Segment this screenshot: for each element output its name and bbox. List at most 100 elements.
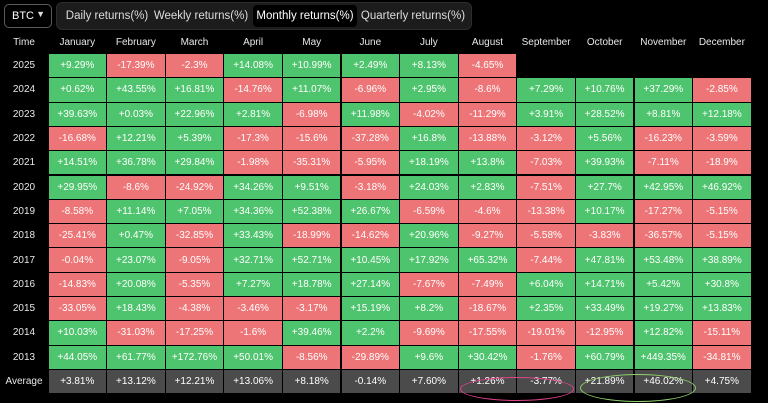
average-row-label: Average (5, 376, 43, 388)
return-cell: +29.95% (48, 175, 107, 199)
return-cell: +24.03% (400, 175, 458, 199)
column-header-may: May (302, 36, 322, 48)
return-cell: -3.17% (282, 297, 341, 321)
return-cell: -14.83% (48, 272, 107, 296)
return-cell: +60.79% (575, 345, 634, 369)
return-cell: +2.49% (341, 54, 400, 78)
row-year-label: 2014 (12, 327, 36, 339)
return-cell: +2.81% (224, 102, 282, 126)
tab-weekly-returns[interactable]: Weekly returns(%) (153, 10, 249, 22)
toolbar: BTC ▼ Daily returns(%) Weekly returns(%)… (0, 0, 768, 32)
return-cell: +23.07% (107, 248, 165, 272)
average-cell: -3.77% (517, 369, 575, 394)
return-cell: +28.52% (575, 102, 634, 126)
return-cell: -3.12% (517, 126, 575, 151)
return-cell: +16.81% (165, 78, 224, 102)
return-cell: +14.51% (48, 151, 107, 175)
return-cell: -1.76% (517, 345, 575, 369)
return-cell: -5.35% (165, 272, 224, 296)
return-cell: +47.81% (575, 248, 634, 272)
return-cell: +39.93% (575, 151, 634, 175)
return-cell: -8.58% (48, 199, 107, 224)
chevron-down-icon: ▼ (36, 9, 45, 19)
return-cell: -37.28% (341, 126, 400, 151)
return-cell: +2.2% (341, 321, 400, 345)
return-cell: -16.23% (634, 126, 693, 151)
return-cell: +0.03% (107, 102, 165, 126)
return-cell: +8.2% (400, 297, 458, 321)
return-cell: -8.6% (458, 78, 517, 102)
return-cell: +0.47% (107, 224, 165, 248)
row-year-label: 2017 (12, 254, 36, 266)
average-cell: +4.75% (693, 369, 751, 394)
return-cell: +18.78% (282, 272, 341, 296)
return-cell: +44.05% (48, 345, 107, 369)
return-cell: +19.27% (634, 297, 693, 321)
return-cell: +27.7% (575, 175, 634, 199)
return-cell: +36.78% (107, 151, 165, 175)
column-header-november: November (640, 36, 687, 48)
return-cell: -4.02% (400, 102, 458, 126)
return-cell: -7.67% (400, 272, 458, 296)
return-cell: -19.01% (517, 321, 575, 345)
average-cell: -0.14% (341, 369, 400, 394)
return-cell: -25.41% (48, 224, 107, 248)
asset-label: BTC (12, 10, 34, 22)
asset-select[interactable]: BTC ▼ (4, 4, 52, 28)
return-cell: +37.29% (634, 78, 693, 102)
return-cell: -1.6% (224, 321, 282, 345)
return-cell: +9.6% (400, 345, 458, 369)
return-cell: -17.55% (458, 321, 517, 345)
return-cell: +5.56% (575, 126, 634, 151)
return-cell: +15.19% (341, 297, 400, 321)
average-cell: +7.60% (400, 369, 458, 394)
return-cell: -1.98% (224, 151, 282, 175)
return-cell: -18.9% (693, 151, 751, 175)
return-cell: +17.92% (400, 248, 458, 272)
return-cell: -3.59% (693, 126, 751, 151)
return-cell: +43.55% (107, 78, 165, 102)
return-cell: +32.71% (224, 248, 282, 272)
return-cell: +18.19% (400, 151, 458, 175)
return-cell: +16.8% (400, 126, 458, 151)
return-cell: +22.96% (165, 102, 224, 126)
return-cell: +11.14% (107, 199, 165, 224)
return-cell: +2.83% (458, 175, 517, 199)
average-cell: +13.12% (107, 369, 165, 394)
return-cell: -17.3% (224, 126, 282, 151)
return-cell: +33.49% (575, 297, 634, 321)
return-cell: -14.62% (341, 224, 400, 248)
row-year-label: 2024 (12, 84, 36, 96)
return-cell: -15.6% (282, 126, 341, 151)
average-cell: +3.81% (48, 369, 107, 394)
return-cell: +10.76% (575, 78, 634, 102)
return-cell: +14.71% (575, 272, 634, 296)
return-cell: -36.57% (634, 224, 693, 248)
return-cell: +11.07% (282, 78, 341, 102)
return-cell: +29.84% (165, 151, 224, 175)
return-cell: +53.48% (634, 248, 693, 272)
average-cell: +1.26% (458, 369, 517, 394)
return-cell: +39.63% (48, 102, 107, 126)
return-cell: +10.99% (282, 54, 341, 78)
tab-daily-returns[interactable]: Daily returns(%) (65, 10, 149, 22)
row-year-label: 2019 (12, 205, 36, 217)
average-cell: +13.06% (224, 369, 282, 394)
row-year-label: 2025 (12, 60, 36, 72)
column-header-june: June (359, 36, 382, 48)
tab-quarterly-returns[interactable]: Quarterly returns(%) (360, 10, 466, 22)
return-cell: -5.58% (517, 224, 575, 248)
return-cell: +12.82% (634, 321, 693, 345)
return-cell: +10.03% (48, 321, 107, 345)
return-cell: -17.27% (634, 199, 693, 224)
row-year-label: 2015 (12, 303, 36, 315)
tab-monthly-returns[interactable]: Monthly returns(%) (253, 5, 357, 27)
return-cell: -16.68% (48, 126, 107, 151)
average-cell: +12.21% (165, 369, 224, 394)
return-cell: -7.11% (634, 151, 693, 175)
return-cell: -6.98% (282, 102, 341, 126)
return-cell: +61.77% (107, 345, 165, 369)
return-cell: -9.05% (165, 248, 224, 272)
return-cell: +2.95% (400, 78, 458, 102)
column-header-october: October (586, 36, 623, 48)
